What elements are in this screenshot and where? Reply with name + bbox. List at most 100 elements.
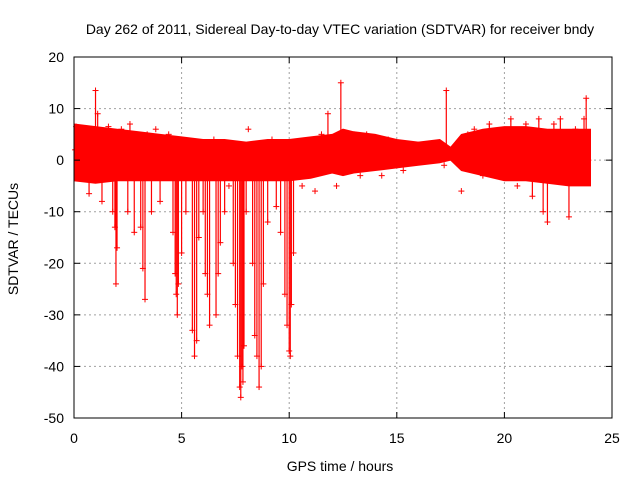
data-point [273,203,280,210]
data-point [245,126,252,133]
data-point [324,110,331,117]
data-point [98,198,105,205]
data-point [175,280,182,287]
data-point [507,115,514,122]
plot-frame [73,56,613,419]
data-point [247,141,254,148]
x-tick-label: 10 [281,430,297,446]
data-point [572,126,579,133]
data-point [303,146,310,153]
data-point [333,182,340,189]
y-tick-label: 20 [48,49,64,65]
data-point [260,280,267,287]
data-point [357,172,364,179]
y-tick-label: 0 [56,152,64,168]
data-point [105,123,112,130]
data-point [441,162,448,169]
data-point [94,110,101,117]
data-point [206,322,213,329]
data-point [464,131,471,138]
data-point [583,95,590,102]
data-point [340,131,346,138]
x-tick-label: 5 [178,430,186,446]
data-point [471,126,478,133]
data-point [565,213,572,220]
data-point [290,249,297,256]
data-point [312,188,319,195]
data-point [529,193,536,200]
data-point [385,136,392,143]
data-point [152,126,159,133]
data-point [126,121,133,128]
data-point [118,126,125,133]
x-axis-label: GPS time / hours [287,458,394,474]
data-point [277,229,284,236]
data-point [458,188,465,195]
data-point [239,378,246,385]
data-point [544,219,551,226]
data-point [363,131,370,138]
data-point [238,363,245,370]
data-point [182,208,189,215]
data-point [215,270,222,277]
data-point [286,347,293,354]
data-point [237,394,244,401]
data-point [174,311,181,318]
data-point [236,384,243,391]
data-point [258,363,265,370]
data-point [221,208,228,215]
data-point [243,208,250,215]
data-point [148,208,155,215]
data-point [400,167,407,174]
y-tick-label: -20 [44,255,64,271]
y-tick-label: -50 [44,410,64,426]
data-point [213,311,220,318]
data-point [288,301,295,308]
data-point [225,182,232,189]
y-tick-label: 10 [48,101,64,117]
data-point [449,151,456,158]
data-point [522,121,529,128]
data-point [264,219,271,226]
data-point [241,342,248,349]
data-point [337,79,344,86]
y-axis-label: SDTVAR / TECUs [5,183,21,295]
data-point [535,115,542,122]
data-point [307,136,314,143]
data-point [144,131,151,138]
y-tick-label: -10 [44,204,64,220]
y-tick-label: -30 [44,307,64,323]
data-point [421,157,428,164]
data-points-layer [72,79,592,401]
data-point [501,136,508,143]
data-point [299,182,306,189]
data-point [550,121,557,128]
data-point [165,131,172,138]
data-point [268,136,275,143]
data-point [415,141,422,148]
data-point [256,384,263,391]
data-point [157,198,164,205]
data-point [372,141,379,148]
data-point [217,239,224,246]
data-point [406,146,413,153]
data-point [479,172,486,179]
data-point [486,121,493,128]
data-point [135,136,142,143]
data-point [585,157,592,164]
data-point [210,136,217,143]
data-point [557,115,564,122]
data-point [443,87,450,94]
data-point [161,146,168,153]
data-point [124,208,131,215]
data-point [178,249,185,256]
x-tick-label: 20 [497,430,513,446]
data-point [77,172,84,179]
data-point [540,208,547,215]
data-point [191,353,198,360]
data-point [287,353,294,360]
x-tick-label: 15 [389,430,405,446]
data-point [195,234,202,241]
data-point [86,190,93,197]
